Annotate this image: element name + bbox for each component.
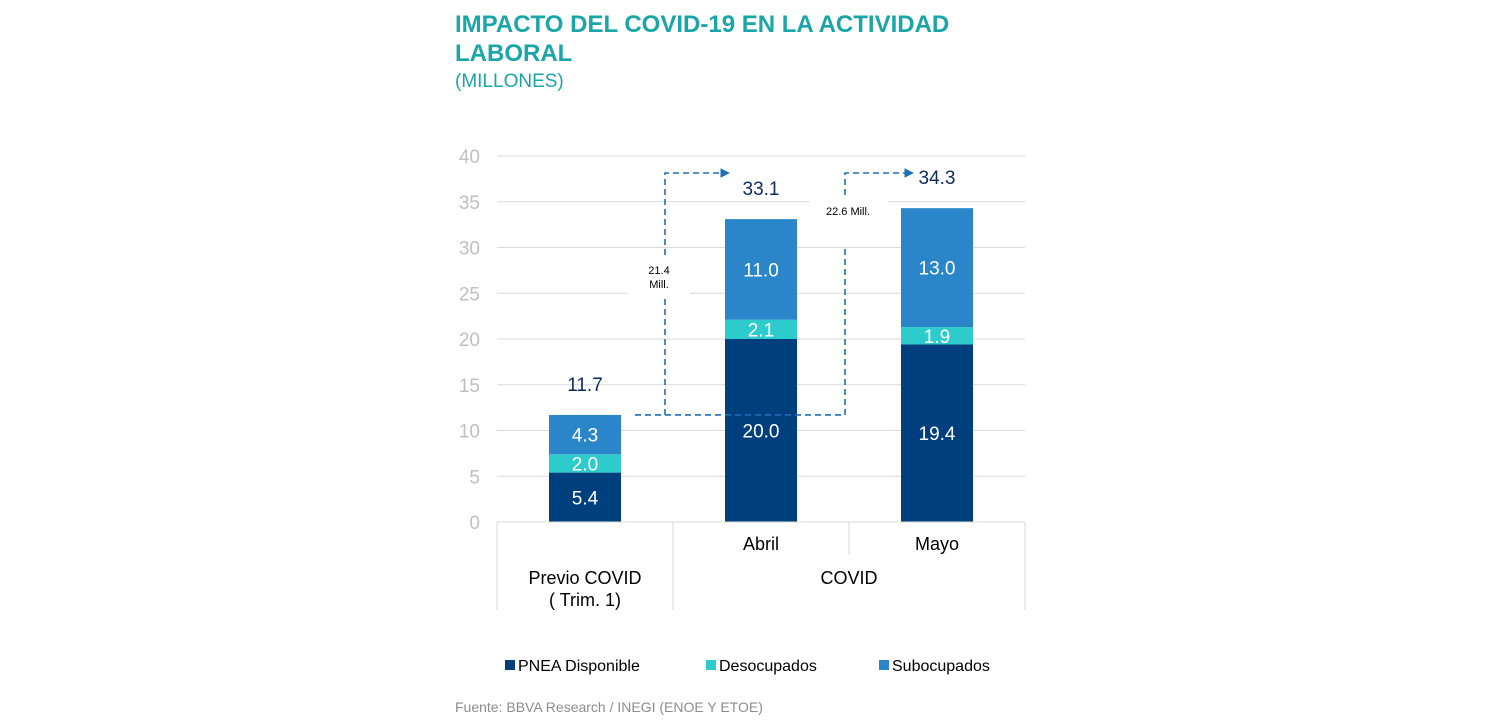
data-label: 20.0 bbox=[743, 422, 780, 443]
legend-label: Desocupados bbox=[719, 658, 817, 675]
x-group-label: COVID bbox=[820, 568, 877, 588]
bar-segment-pnea-disponible bbox=[549, 472, 621, 522]
data-label: 11.0 bbox=[743, 260, 779, 281]
data-label: 2.1 bbox=[748, 320, 774, 341]
data-label: 4.3 bbox=[572, 426, 598, 447]
bar-segment-desocupados bbox=[549, 454, 621, 473]
data-label: 19.4 bbox=[919, 424, 956, 445]
bar-segment-desocupados bbox=[901, 327, 973, 345]
bar-segment-pnea-disponible bbox=[725, 339, 797, 522]
y-tick-label: 15 bbox=[459, 376, 480, 397]
y-tick-label: 20 bbox=[459, 330, 480, 351]
y-tick-label: 35 bbox=[459, 193, 480, 214]
data-label: 1.9 bbox=[924, 327, 950, 348]
legend-swatch bbox=[505, 660, 515, 670]
legend-label: PNEA Disponible bbox=[518, 658, 640, 675]
data-label: 13.0 bbox=[919, 259, 956, 280]
legend-swatch bbox=[879, 660, 889, 670]
chart-title: IMPACTO DEL COVID-19 EN LA ACTIVIDAD LAB… bbox=[455, 11, 950, 67]
y-tick-label: 40 bbox=[459, 147, 480, 168]
y-tick-label: 30 bbox=[459, 239, 480, 260]
total-label: 33.1 bbox=[743, 179, 780, 200]
bar-segment-subocupados bbox=[725, 219, 797, 320]
x-group-label: ( Trim. 1) bbox=[549, 590, 621, 610]
bar-segment-desocupados bbox=[725, 319, 797, 339]
legend-swatch bbox=[706, 660, 716, 670]
chart-subtitle: (MILLONES) bbox=[455, 71, 564, 92]
source-note: Fuente: BBVA Research / INEGI (ENOE Y ET… bbox=[455, 699, 763, 715]
bar-segment-pnea-disponible bbox=[901, 344, 973, 522]
total-label: 34.3 bbox=[919, 168, 956, 189]
x-category-label: Mayo bbox=[915, 534, 959, 554]
annotation-label: 22.6 Mill. bbox=[826, 206, 870, 218]
legend-label: Subocupados bbox=[892, 658, 990, 675]
annotation-box bbox=[628, 256, 690, 296]
annotation-label: 21.4 bbox=[648, 265, 669, 277]
bar-segment-subocupados bbox=[901, 208, 973, 328]
data-label: 5.4 bbox=[572, 488, 599, 509]
bar-segment-subocupados bbox=[549, 414, 621, 455]
y-tick-label: 5 bbox=[469, 467, 480, 488]
y-tick-label: 0 bbox=[469, 513, 480, 534]
annotation-box bbox=[810, 197, 888, 245]
x-category-label: Abril bbox=[743, 534, 779, 554]
dashed-arrow bbox=[665, 168, 914, 416]
total-label: 11.7 bbox=[567, 375, 603, 396]
x-group-label: Previo COVID bbox=[528, 568, 641, 588]
y-tick-label: 25 bbox=[459, 284, 480, 305]
y-tick-label: 10 bbox=[459, 422, 480, 443]
annotation-label: Mill. bbox=[649, 279, 669, 291]
data-label: 2.0 bbox=[572, 454, 598, 475]
